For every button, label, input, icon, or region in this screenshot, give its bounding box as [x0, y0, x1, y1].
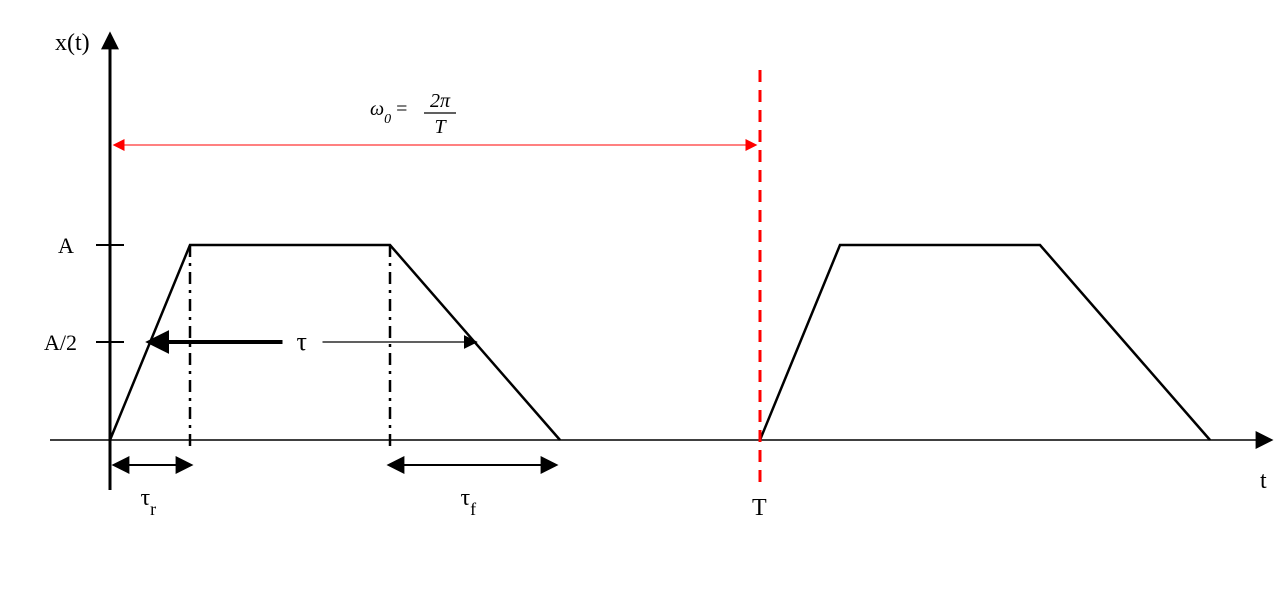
svg-text:2π: 2π: [430, 90, 451, 112]
amplitude-Ahalf-label: A/2: [44, 330, 77, 355]
y-axis-label: x(t): [55, 30, 90, 56]
trapezoid-waveform-diagram: t x(t) A A/2 τ τr τf Tω0 = 2π T: [20, 20, 1288, 572]
x-axis-label: t: [1260, 468, 1267, 494]
period-T-label: T: [752, 495, 767, 521]
trapezoid-pulse-2: [760, 245, 1210, 440]
svg-text:T: T: [434, 116, 447, 138]
tau-f-label: τf: [461, 485, 477, 519]
svg-text:ω0 =: ω0 =: [370, 98, 407, 127]
amplitude-A-label: A: [58, 233, 74, 258]
tau-label: τ: [297, 327, 307, 356]
tau-r-label: τr: [141, 485, 157, 519]
omega-formula: ω0 = 2π T: [370, 90, 456, 138]
